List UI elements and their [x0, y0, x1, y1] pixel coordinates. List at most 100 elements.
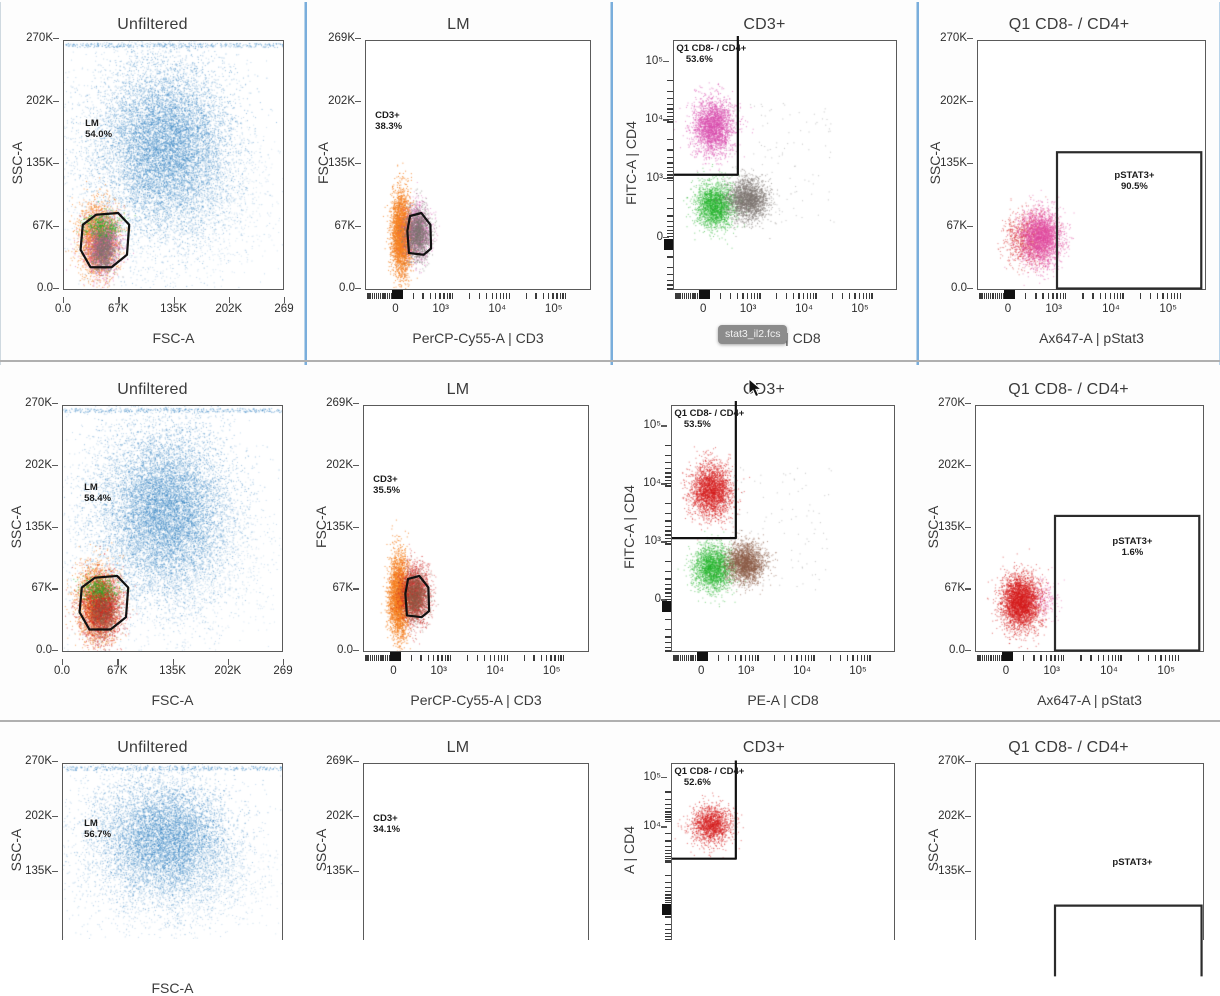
y-tick-mark	[353, 870, 359, 873]
gate-overlay[interactable]	[919, 2, 1219, 290]
y-tick-mark	[53, 288, 59, 290]
gate-name: LM	[84, 817, 98, 829]
gate-label[interactable]: LM 56.7%	[84, 818, 111, 840]
plot-panel-r3-c2[interactable]: LM SSC-A 269K 202K 135K CD3+ 34.1%	[305, 727, 611, 940]
gate-name: CD3+	[373, 812, 398, 824]
plot-panel-r2-c2[interactable]: LM FSC-A PerCP-Cy55-A | CD3 269K 202K 135K 67K…	[305, 367, 611, 727]
gate-overlay[interactable]	[917, 727, 1217, 977]
x-tick-label: 10⁵	[1159, 303, 1177, 315]
x-tick-label: 10⁴	[793, 665, 811, 677]
y-tick-label: 202K	[307, 95, 361, 107]
gate-label[interactable]: pSTAT3+	[1112, 857, 1152, 868]
gate-overlay[interactable]	[307, 2, 607, 256]
y-tick-mark	[663, 60, 669, 62]
y-tick-mark	[663, 119, 669, 121]
gate-overlay[interactable]	[0, 367, 300, 631]
y-tick-mark	[965, 403, 971, 405]
plot-3-1: Unfiltered SSC-A FSC-A 270K 202K 135K LM 56.7%	[0, 727, 305, 996]
plot-title: LM	[446, 381, 470, 398]
plot-2-1: Unfiltered SSC-A FSC-A 270K 202K 135K 67K 0.0 0.…	[0, 367, 305, 727]
x-tick-label: 0	[698, 665, 705, 677]
gate-overlay[interactable]	[611, 367, 911, 540]
x-tick-label: 0.0	[35, 659, 89, 677]
y-tick-mark	[661, 425, 667, 427]
x-tick-mark	[117, 659, 119, 665]
y-tick-mark	[52, 403, 58, 405]
y-tick-mark	[967, 288, 973, 290]
y-tick-label: 10⁴	[613, 113, 669, 125]
gate-overlay[interactable]	[1, 2, 301, 269]
gate-overlay[interactable]	[611, 727, 911, 877]
gate-overlay[interactable]	[917, 367, 1217, 652]
row-separator-2	[0, 720, 1220, 722]
y-tick-label: 10⁵	[613, 55, 669, 67]
gate-overlay[interactable]	[613, 2, 913, 176]
gate-overlay[interactable]	[0, 727, 300, 877]
gate-label[interactable]: CD3+ 34.1%	[373, 813, 400, 835]
gate-label[interactable]: Q1 CD8- / CD4+ 53.5%	[674, 408, 744, 430]
plot-panel-r2-c3[interactable]: CD3+ FITC-A | CD4 PE-A | CD8 10⁵ 10⁴ 10³ 0 0 10³…	[611, 367, 917, 727]
scatter-plot-data	[64, 41, 283, 289]
plot-panel-r2-c4[interactable]: Q1 CD8- / CD4+ SSC-A Ax647-A | pStat3 270K 2…	[917, 367, 1220, 727]
x-axis-tick-comb	[365, 290, 591, 299]
plot-panel-r1-c4[interactable]: Q1 CD8- / CD4+ SSC-A Ax647-A | pStat3 270K 2…	[917, 2, 1220, 365]
plot-panel-r3-c3[interactable]: CD3+ A | CD4 10⁵ 10⁴ Q1 CD8- / CD4+ 52.6%	[611, 727, 917, 941]
plot-row-2: Unfiltered SSC-A FSC-A 270K 202K 135K 67K 0.0 0.…	[0, 367, 1220, 727]
plot-panel-r1-c2[interactable]: LM FSC-A PerCP-Cy55-A | CD3 269K 202K 135K 67K…	[305, 2, 611, 365]
gate-name: Q1 CD8- / CD4+	[676, 43, 747, 54]
gate-label[interactable]: CD3+ 38.3%	[375, 110, 402, 132]
x-tick-label: 10⁵	[542, 665, 561, 677]
gate-overlay[interactable]	[305, 727, 605, 877]
y-tick-label: 67K	[305, 582, 359, 594]
plot-panel-r3-c4[interactable]: Q1 CD8- / CD4+ SSC-A 270K 202K 135K pSTAT3+	[917, 727, 1220, 977]
gate-label[interactable]: LM 58.4%	[84, 482, 111, 504]
y-tick-mark	[353, 761, 359, 763]
gate-name: Q1 CD8- / CD4+	[674, 408, 745, 419]
y-tick-label: 0.0	[919, 282, 973, 294]
y-tick-mark	[965, 588, 971, 590]
x-axis-label: FSC-A	[151, 692, 194, 708]
gate-label[interactable]: LM 54.0%	[85, 118, 112, 140]
scatter-plot-data	[366, 41, 590, 289]
plot-3-2: LM SSC-A 269K 202K 135K CD3+ 34.1%	[305, 727, 611, 940]
x-tick-label: 10³	[737, 665, 755, 677]
y-tick-label: 67K	[0, 582, 58, 594]
y-tick-mark	[965, 761, 971, 763]
gate-label[interactable]: pSTAT3+ 1.6%	[1112, 536, 1152, 558]
gate-label[interactable]: Q1 CD8- / CD4+ 53.6%	[676, 43, 746, 65]
y-tick-mark	[965, 650, 971, 652]
y-tick-mark	[967, 225, 973, 227]
plot-panel-r2-c1[interactable]: Unfiltered SSC-A FSC-A 270K 202K 135K 67K 0.0 0.…	[0, 367, 305, 727]
y-tick-label: 270K	[917, 397, 971, 409]
y-tick-mark	[355, 100, 361, 102]
x-axis-label: Ax647-A | pStat3	[1039, 330, 1144, 346]
y-tick-label: 135K	[0, 521, 58, 533]
y-tick-mark	[353, 464, 359, 467]
y-tick-label: 135K	[307, 157, 361, 169]
y-tick-label: 135K	[0, 865, 58, 877]
y-tick-mark	[355, 38, 361, 40]
y-tick-label: 269K	[305, 397, 359, 409]
gate-overlay[interactable]	[305, 367, 605, 619]
x-tick-label: 67K	[91, 297, 145, 315]
gate-label[interactable]: CD3+ 35.5%	[373, 474, 400, 496]
x-tick-mark	[62, 659, 64, 665]
y-tick-label: 270K	[0, 397, 58, 409]
y-tick-mark	[663, 178, 669, 180]
y-tick-label: 0	[613, 231, 669, 243]
y-tick-label: 269K	[305, 755, 359, 767]
gate-label[interactable]: Q1 CD8- / CD4+ 52.6%	[674, 766, 744, 788]
plot-2-3: CD3+ FITC-A | CD4 PE-A | CD8 10⁵ 10⁴ 10³ 0 0 10³…	[611, 367, 917, 727]
plot-panel-r1-c1[interactable]: Unfiltered SSC-A FSC-A 270K 202K 135K 67K 0.0 0.…	[0, 2, 305, 365]
y-axis-tick-comb	[664, 40, 673, 290]
plot-panel-r3-c1[interactable]: Unfiltered SSC-A FSC-A 270K 202K 135K LM 56.7%	[0, 727, 305, 996]
file-tooltip: stat3_il2.fcs	[718, 325, 788, 344]
y-tick-mark	[967, 38, 973, 40]
y-tick-label: 135K	[305, 865, 359, 877]
x-tick-label: 10⁵	[851, 303, 869, 315]
x-tick-label: 269	[257, 297, 311, 315]
gate-label[interactable]: pSTAT3+ 90.5%	[1114, 170, 1154, 192]
